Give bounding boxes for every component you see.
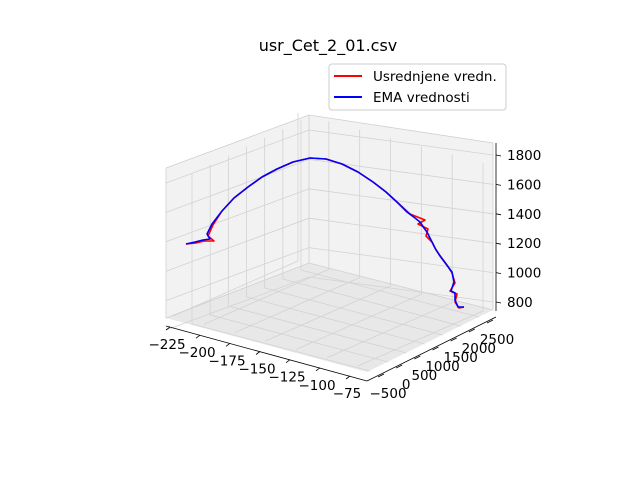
- x-tick: [195, 334, 201, 339]
- x-gridline: [203, 268, 329, 325]
- x-gridline: [265, 285, 391, 342]
- z-tick: [495, 301, 502, 304]
- y-gridline: [264, 287, 443, 336]
- x-tick-label: −75: [333, 386, 362, 402]
- y-gridline: [282, 278, 461, 327]
- x-tick: [165, 326, 171, 331]
- gridlines: [165, 113, 494, 372]
- y-tick: [450, 337, 457, 342]
- z-tick: [495, 272, 502, 274]
- y-gridline: [191, 323, 371, 372]
- x-gridline: [234, 277, 360, 334]
- z-tick: [495, 242, 502, 245]
- y-tick-label: 1000: [425, 359, 459, 375]
- legend-label-usrednjene: Usrednjene vredn.: [373, 69, 497, 85]
- back-pane-y: [166, 115, 309, 318]
- back-pane-x: [309, 115, 493, 310]
- legend: Usrednjene vredn. EMA vrednosti: [328, 63, 507, 111]
- x-tick-label: −100: [298, 378, 335, 394]
- y-tick-label: −500: [369, 386, 406, 402]
- x-tick-label: −225: [148, 337, 185, 353]
- y-gridline: [300, 269, 480, 318]
- z-tick-label: 1200: [507, 236, 541, 252]
- z-tick: [495, 184, 502, 186]
- series-lines: [185, 157, 465, 309]
- x-tick: [315, 367, 321, 372]
- axes-3d: −225−200−175−150−125−100−75 −500050010001…: [148, 113, 541, 402]
- x-gridline: [357, 310, 484, 367]
- x-gridline: [327, 302, 453, 359]
- x-tick: [255, 351, 261, 355]
- x-tick: [225, 343, 231, 347]
- z-tick-label: 800: [507, 295, 533, 311]
- x-gridline: [172, 260, 299, 317]
- y-tick: [486, 319, 494, 324]
- y-tick-label: 2500: [480, 332, 514, 348]
- x-tick: [345, 375, 351, 380]
- x-tick-label: −150: [238, 362, 275, 378]
- z-gridline: [165, 276, 494, 331]
- z-tick-label: 1000: [507, 266, 541, 282]
- z-tick-label: 1600: [507, 177, 541, 193]
- y-tick: [377, 373, 385, 378]
- legend-box: [328, 63, 507, 111]
- y-tick: [414, 355, 421, 360]
- y-gridline: [210, 314, 389, 363]
- x-tick-label: −125: [268, 370, 305, 386]
- z-tick: [495, 213, 502, 216]
- x-tick-label: −200: [178, 345, 215, 361]
- chart-title: usr_Cet_2_01.csv: [259, 36, 398, 56]
- legend-label-ema: EMA vrednosti: [373, 90, 470, 106]
- y-tick-label: 500: [411, 368, 437, 384]
- x-gridline: [296, 293, 422, 350]
- y-tick-label: 2000: [462, 341, 496, 357]
- z-tick-label: 1800: [507, 148, 541, 164]
- x-tick-label: −175: [208, 353, 245, 369]
- z-tick-label: 1400: [507, 207, 541, 223]
- series-line-ema: [185, 157, 464, 308]
- y-gridline: [246, 296, 425, 345]
- y-tick-label: 1500: [443, 350, 477, 366]
- floor-pane: [166, 263, 493, 372]
- y-tick-label: 0: [402, 377, 411, 393]
- y-tick: [432, 346, 439, 351]
- y-gridline: [228, 305, 407, 354]
- ticks: −225−200−175−150−125−100−75 −500050010001…: [148, 148, 541, 402]
- y-tick: [395, 364, 403, 369]
- x-tick: [285, 359, 291, 363]
- z-tick: [495, 154, 502, 157]
- y-tick: [468, 328, 476, 333]
- y-axis-line: [366, 316, 497, 382]
